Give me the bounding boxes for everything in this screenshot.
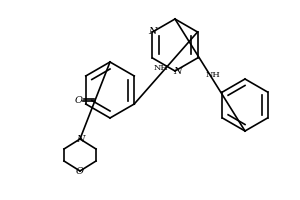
Text: O: O [75,96,83,105]
Text: N: N [76,134,84,144]
Text: N: N [148,27,157,36]
Text: NH: NH [206,71,220,79]
Text: O: O [76,166,84,176]
Text: N: N [173,66,181,75]
Text: NH: NH [154,64,168,72]
